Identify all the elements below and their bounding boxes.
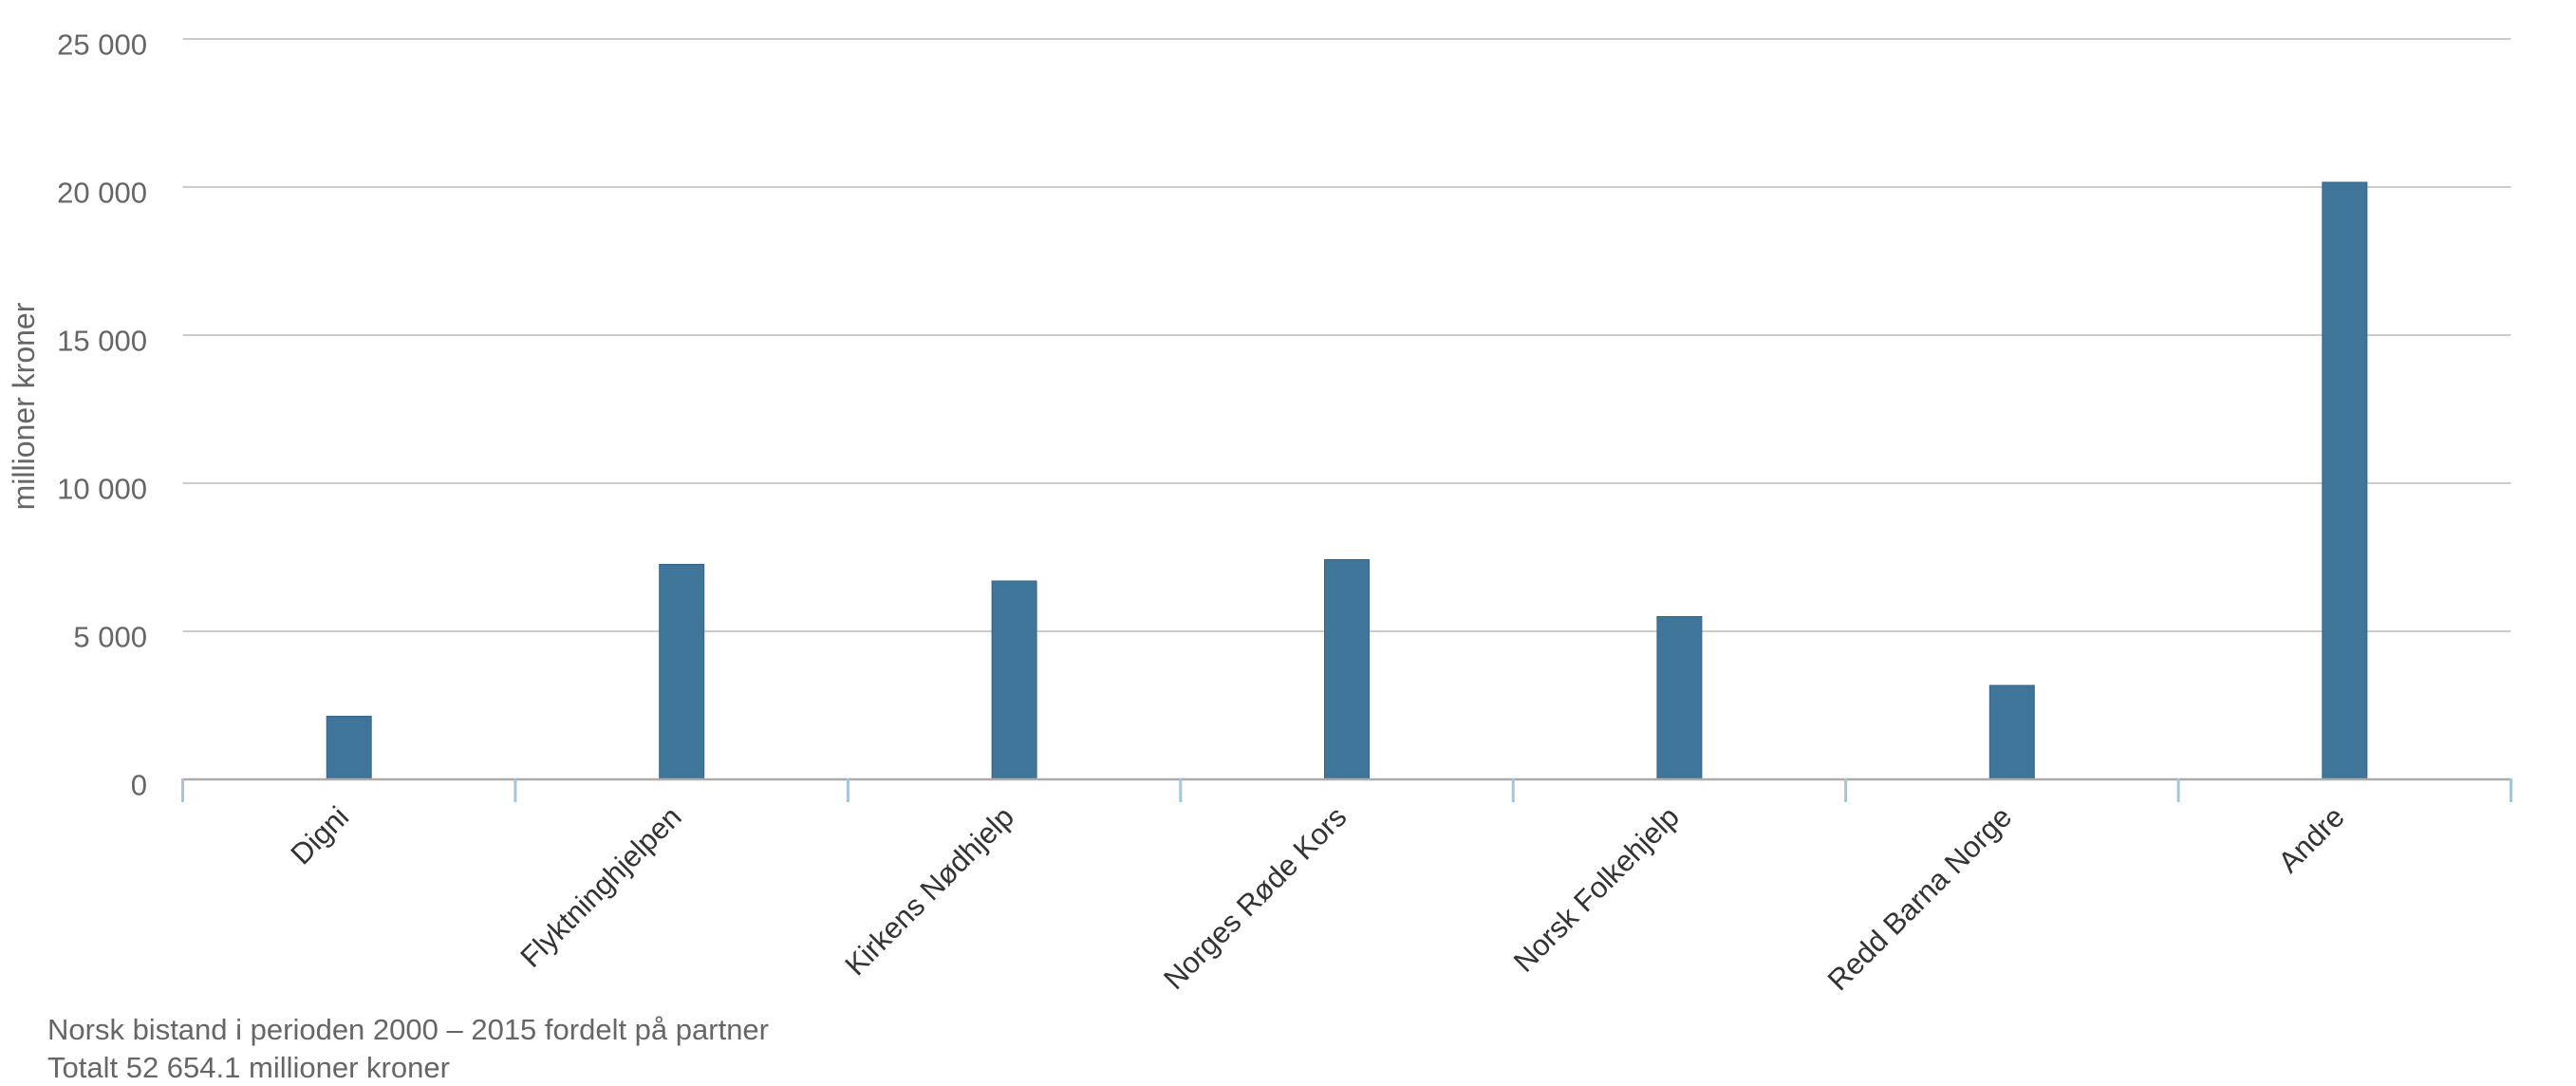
svg-text:5 000: 5 000 — [73, 621, 147, 654]
svg-text:Kirkens Nødhjelp: Kirkens Nødhjelp — [838, 800, 1020, 983]
svg-text:Norges Røde Kors: Norges Røde Kors — [1157, 800, 1353, 996]
svg-text:0: 0 — [131, 769, 147, 802]
svg-text:20 000: 20 000 — [57, 177, 147, 210]
svg-text:Flyktninghjelpen: Flyktninghjelpen — [513, 800, 687, 974]
svg-text:Andre: Andre — [2271, 800, 2350, 879]
svg-text:Norsk bistand i perioden 2000: Norsk bistand i perioden 2000 – 2015 for… — [47, 1013, 769, 1046]
svg-text:15 000: 15 000 — [57, 325, 147, 358]
svg-text:Totalt 52 654.1 millioner kron: Totalt 52 654.1 millioner kroner — [47, 1051, 450, 1084]
svg-text:25 000: 25 000 — [57, 28, 147, 62]
svg-text:Digni: Digni — [284, 800, 355, 871]
svg-text:millioner kroner: millioner kroner — [7, 302, 41, 510]
svg-text:10 000: 10 000 — [57, 473, 147, 506]
svg-text:Redd Barna Norge: Redd Barna Norge — [1821, 800, 2019, 998]
svg-text:Norsk Folkehjelp: Norsk Folkehjelp — [1507, 800, 1686, 979]
